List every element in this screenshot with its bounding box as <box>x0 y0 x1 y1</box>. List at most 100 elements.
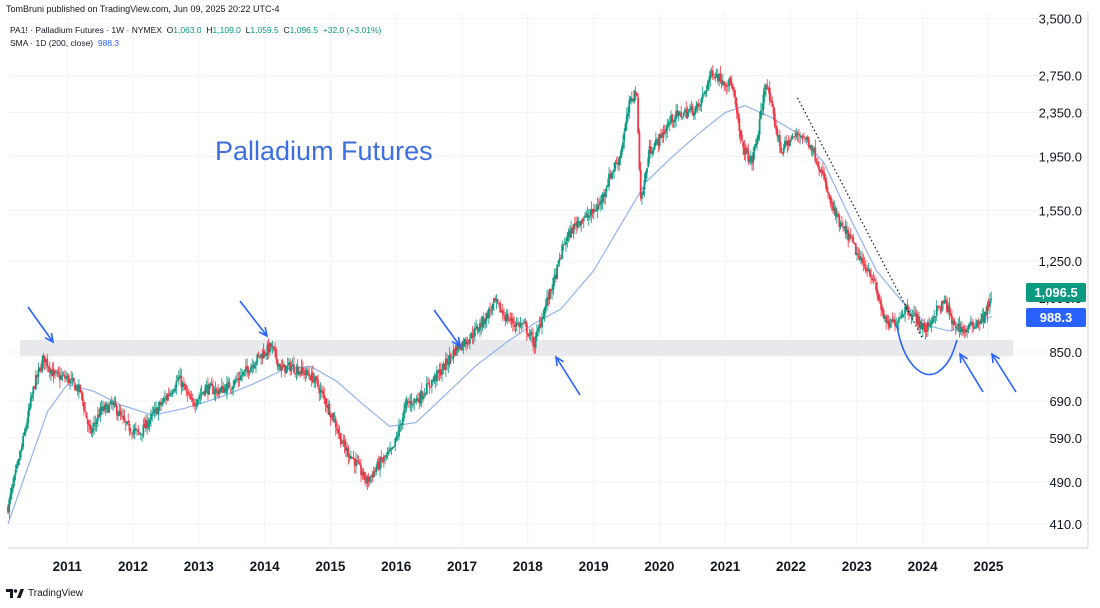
candle-body <box>939 308 942 312</box>
candle-body <box>172 390 175 392</box>
candle-body <box>344 446 347 452</box>
candle-body <box>759 110 762 119</box>
candle-body <box>665 129 667 133</box>
candle-body <box>352 457 355 459</box>
candle-body <box>603 194 605 197</box>
candle-body <box>237 378 240 381</box>
candle-body <box>195 403 198 407</box>
candle-body <box>36 375 39 378</box>
candle-body <box>608 173 610 187</box>
candle-body <box>891 320 894 322</box>
candle-body <box>703 93 705 94</box>
candle-body <box>452 350 455 358</box>
candle-body <box>605 187 608 192</box>
candle-body <box>968 324 971 327</box>
candle-body <box>22 435 25 447</box>
candle-body <box>620 148 623 156</box>
candle-body <box>31 395 33 399</box>
annotation-arrow <box>239 300 269 338</box>
candle-body <box>554 274 557 280</box>
candle-body <box>376 461 379 469</box>
candle-body <box>616 162 619 165</box>
candle-body <box>957 323 960 327</box>
candle-body <box>395 436 398 440</box>
candle-body <box>967 325 970 330</box>
candle-body <box>972 326 975 328</box>
candle-body <box>199 395 202 397</box>
candle-body <box>285 365 288 374</box>
candle-body <box>796 133 799 135</box>
candle-body <box>637 97 640 133</box>
candle-body <box>529 332 532 335</box>
candle-body <box>105 404 108 406</box>
candle-body <box>667 122 670 125</box>
candle-body <box>389 448 392 451</box>
candle-body <box>256 354 259 363</box>
sma-label[interactable]: SMA · 1D (200, close) <box>10 38 94 48</box>
candle-body <box>606 185 609 188</box>
candle-body <box>895 324 898 327</box>
candle-body <box>513 323 516 325</box>
candle-body <box>751 155 753 164</box>
candle-body <box>485 312 488 322</box>
candle-body <box>858 255 861 259</box>
candle-body <box>286 364 289 366</box>
downtrend-dotted-line <box>797 97 924 339</box>
candle-body <box>609 173 612 179</box>
candle-body <box>785 141 788 145</box>
y-tick-label: 1,250.0 <box>1039 254 1082 269</box>
candle-body <box>346 448 349 451</box>
candle-body <box>314 376 317 381</box>
candle-body <box>122 415 125 418</box>
candle-body <box>732 87 734 91</box>
candle-body <box>842 227 845 229</box>
candle-body <box>231 388 233 390</box>
candle-body <box>687 110 690 112</box>
candle-body <box>894 319 896 326</box>
candle-body <box>862 261 865 264</box>
candle-body <box>747 149 750 162</box>
candle-body <box>434 376 437 381</box>
candle-body <box>43 355 46 363</box>
candle-body <box>279 364 281 371</box>
candle-body <box>524 321 527 325</box>
candle-body <box>490 310 493 311</box>
arrow-head <box>555 355 565 367</box>
candle-body <box>594 209 597 212</box>
candle-body <box>723 81 726 86</box>
candle-body <box>95 421 98 425</box>
candle-body <box>288 362 290 365</box>
candle-body <box>948 304 951 313</box>
candle-body <box>310 372 313 380</box>
candle-body <box>277 364 280 367</box>
candle-body <box>951 315 953 325</box>
candle-body <box>145 419 147 429</box>
candle-body <box>749 156 752 160</box>
candle-body <box>681 116 684 118</box>
candle-body <box>646 168 648 174</box>
candle-body <box>706 82 709 90</box>
candle-body <box>332 413 335 421</box>
symbol-name[interactable]: PA1! · Palladium Futures · 1W · NYMEX <box>10 25 162 35</box>
candle-body <box>713 77 715 79</box>
candle-body <box>251 365 254 368</box>
candle-body <box>648 146 651 159</box>
candle-body <box>165 397 168 400</box>
candle-body <box>456 346 459 351</box>
candle-body <box>775 125 777 130</box>
candle-body <box>449 354 452 357</box>
candle-body <box>236 379 238 380</box>
candle-body <box>882 310 885 319</box>
axes-layer: 3,500.0 2,750.0 2,350.0 1,950.0 1,550.0 1,250… <box>8 12 1089 574</box>
candle-body <box>103 406 106 411</box>
candle-body <box>753 146 756 152</box>
candle-body <box>794 135 796 137</box>
candle-body <box>37 369 40 377</box>
candle-body <box>780 146 783 153</box>
candle-body <box>746 147 748 150</box>
candle-body <box>193 402 195 406</box>
candle-body <box>791 136 794 139</box>
candle-body <box>816 161 819 167</box>
candle-body <box>503 314 505 317</box>
